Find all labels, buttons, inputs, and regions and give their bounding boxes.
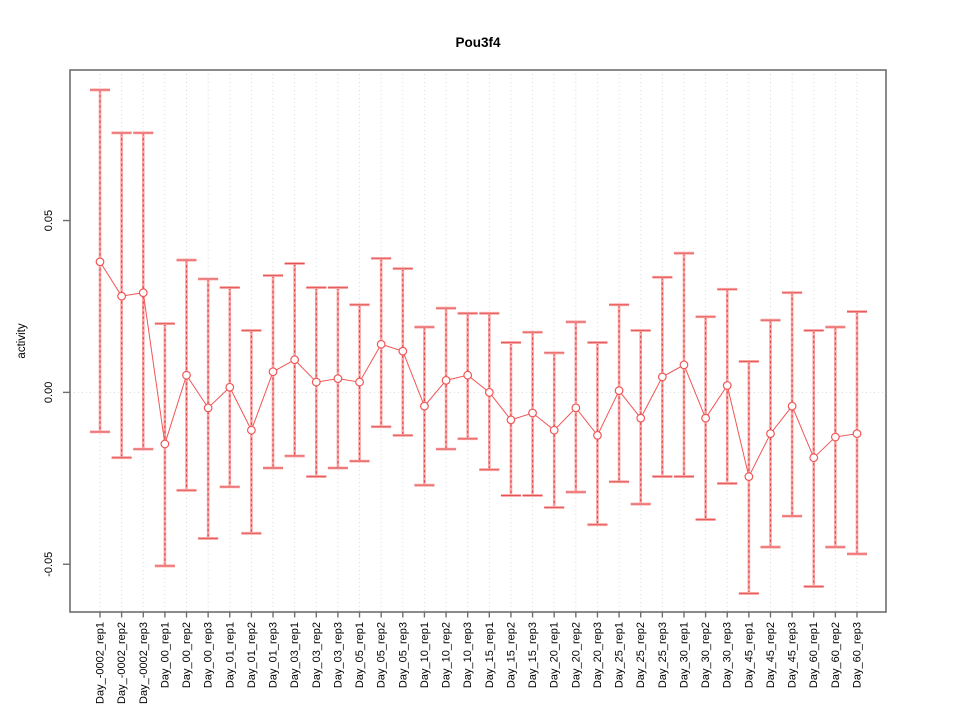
data-point [722, 381, 732, 390]
x-tick-label: Day_05_rep3 [397, 622, 409, 688]
data-point [117, 291, 127, 301]
plot-dynamic-layer: 0.05 0.00 -0.05 Day_-0002_rep1 Day_-0002_rep… [43, 69, 887, 704]
data-point [290, 355, 300, 365]
x-tick-label: Day_15_rep1 [484, 622, 496, 688]
x-tick-label: Day_03_rep1 [289, 622, 301, 688]
x-tick-label: Day_25_rep3 [657, 622, 669, 688]
x-tick-label: Day_10_rep2 [441, 622, 453, 688]
x-tick-label: Day_30_rep3 [722, 622, 734, 688]
x-tick-label: Day_-0002_rep1 [95, 622, 107, 704]
x-tick-label: Day_30_rep1 [678, 622, 690, 688]
data-point [506, 415, 516, 425]
data-point [484, 387, 494, 397]
data-point [398, 346, 408, 356]
data-point [203, 403, 213, 413]
x-tick-label: Day_01_rep2 [246, 622, 258, 688]
data-point [809, 453, 819, 463]
x-tick-label: Day_05_rep2 [376, 622, 388, 688]
x-tick-label: Day_20_rep2 [570, 622, 582, 688]
x-tick-label: Day_00_rep3 [203, 622, 215, 688]
x-tick-label: Day_00_rep1 [159, 622, 171, 688]
x-tick-label: Day_60_rep3 [852, 622, 864, 688]
x-tick-label: Day_30_rep2 [700, 622, 712, 688]
x-tick-label: Day_45_rep3 [787, 622, 799, 688]
x-tick-label: Day_03_rep2 [311, 622, 323, 688]
data-point [657, 372, 667, 382]
data-point [549, 425, 559, 435]
data-point [614, 386, 624, 396]
data-point [766, 429, 775, 439]
x-tick-label: Day_00_rep2 [181, 622, 193, 688]
data-point [679, 360, 689, 370]
y-tick-label: -0.05 [43, 552, 55, 577]
data-point [246, 425, 256, 435]
data-point [138, 288, 148, 298]
y-axis-title: activity [16, 323, 28, 358]
data-point [787, 401, 797, 411]
y-tick-label: 0.00 [43, 382, 55, 403]
data-point [333, 374, 343, 384]
data-point [528, 408, 537, 418]
data-point [463, 370, 473, 380]
x-tick-label: Day_15_rep2 [505, 622, 517, 688]
data-point [376, 339, 386, 349]
data-point [420, 401, 429, 411]
x-tick-label: Day_10_rep3 [462, 622, 474, 688]
data-point [636, 413, 646, 423]
x-tick-label: Day_10_rep1 [419, 622, 431, 688]
data-point [593, 430, 602, 440]
x-tick-label: Day_60_rep1 [808, 622, 820, 688]
data-point [311, 377, 321, 387]
data-point [268, 367, 278, 377]
x-tick-label: Day_03_rep3 [332, 622, 344, 688]
data-point [355, 377, 364, 387]
data-point [701, 413, 710, 423]
x-tick-label: Day_25_rep1 [614, 622, 626, 688]
x-tick-label: Day_20_rep1 [549, 622, 561, 688]
x-tick-label: Day_60_rep2 [830, 622, 842, 688]
data-point [852, 429, 862, 439]
plot-box [69, 69, 887, 613]
x-tick-label: Day_05_rep1 [354, 622, 366, 688]
series-line [99, 261, 858, 479]
data-point [441, 375, 451, 385]
data-point [830, 432, 840, 442]
x-tick-label: Day_25_rep2 [635, 622, 647, 688]
data-point [744, 472, 754, 481]
data-point [160, 439, 170, 449]
chart-title: Pou3f4 [455, 35, 501, 50]
x-tick-label: Day_01_rep3 [268, 622, 280, 688]
x-tick-label: Day_45_rep2 [765, 622, 777, 688]
data-point [95, 257, 105, 267]
x-tick-label: Day_45_rep1 [743, 622, 755, 688]
x-tick-label: Day_01_rep1 [224, 622, 236, 688]
data-point [182, 370, 191, 380]
data-point [225, 382, 235, 392]
data-point [571, 403, 581, 413]
y-tick-label: 0.05 [43, 210, 55, 231]
x-tick-label: Day_-0002_rep3 [138, 622, 150, 704]
x-tick-label: Day_20_rep3 [592, 622, 604, 688]
x-tick-label: Day_-0002_rep2 [116, 622, 128, 704]
x-tick-label: Day_15_rep3 [527, 622, 539, 688]
